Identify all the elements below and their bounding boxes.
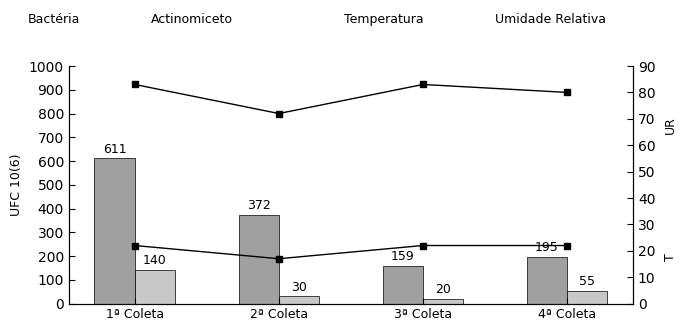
Text: 20: 20 bbox=[435, 283, 451, 296]
Text: Actinomiceto: Actinomiceto bbox=[151, 13, 233, 26]
Bar bbox=[383, 266, 423, 304]
Bar bbox=[567, 290, 608, 304]
Text: 372: 372 bbox=[247, 199, 270, 213]
Text: 55: 55 bbox=[579, 275, 595, 288]
Y-axis label: UFC 10(6): UFC 10(6) bbox=[10, 153, 23, 216]
Text: UR: UR bbox=[665, 116, 677, 134]
Text: 30: 30 bbox=[291, 280, 307, 294]
Bar bbox=[279, 296, 319, 304]
Bar bbox=[526, 257, 567, 304]
Bar bbox=[135, 270, 175, 304]
Text: Umidade Relativa: Umidade Relativa bbox=[495, 13, 606, 26]
Bar bbox=[94, 158, 135, 304]
Text: T: T bbox=[665, 253, 677, 261]
Text: 611: 611 bbox=[103, 143, 127, 155]
Text: 159: 159 bbox=[391, 250, 415, 263]
Text: Bactéria: Bactéria bbox=[28, 13, 80, 26]
Text: 195: 195 bbox=[535, 242, 559, 254]
Bar bbox=[239, 215, 279, 304]
Text: Temperatura: Temperatura bbox=[344, 13, 424, 26]
Text: 140: 140 bbox=[143, 254, 166, 268]
Bar bbox=[423, 299, 463, 304]
